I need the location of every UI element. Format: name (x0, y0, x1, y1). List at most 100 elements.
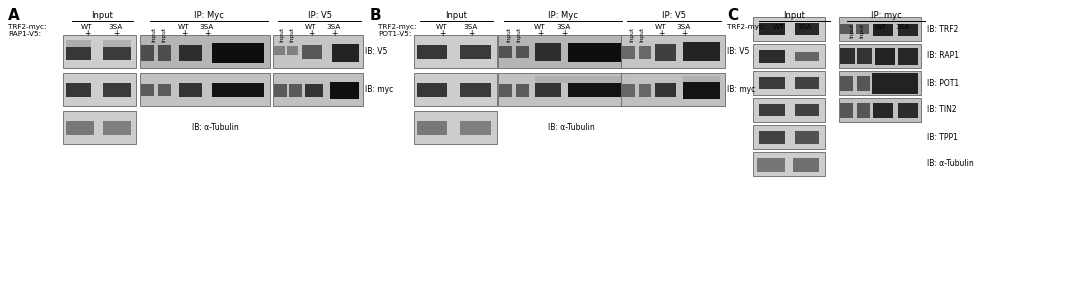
Bar (535, 83, 561, 97)
Bar (794, 52, 819, 61)
Bar (159, 45, 172, 62)
Text: +: + (204, 29, 210, 39)
Bar (63, 35, 136, 68)
Bar (839, 98, 921, 122)
Text: IB: POT1: IB: POT1 (927, 79, 959, 88)
Bar (759, 131, 785, 144)
Bar (287, 46, 298, 55)
Text: Input: Input (162, 26, 166, 42)
Text: IP: Myc: IP: Myc (194, 10, 224, 20)
Bar (839, 44, 921, 68)
Bar (535, 76, 622, 83)
Text: +: + (84, 29, 90, 39)
Bar (273, 35, 363, 68)
Bar (793, 158, 819, 172)
Bar (684, 76, 719, 82)
Bar (103, 121, 131, 135)
Bar (211, 43, 264, 63)
Bar (414, 35, 497, 68)
Bar (414, 73, 497, 106)
Bar (63, 73, 136, 106)
Text: WT: WT (436, 24, 448, 30)
Text: Input: Input (289, 26, 295, 42)
Bar (759, 104, 785, 116)
Text: A: A (8, 8, 19, 23)
Bar (516, 46, 528, 58)
Bar (140, 73, 270, 106)
Bar (417, 121, 447, 135)
Bar (794, 104, 819, 116)
Bar (639, 84, 651, 97)
Text: TRF2-myc:: TRF2-myc: (727, 24, 765, 30)
Bar (460, 83, 491, 97)
Bar (874, 24, 893, 36)
Bar (757, 158, 785, 172)
Bar (179, 45, 203, 62)
Bar (839, 76, 853, 91)
Text: IB: myc: IB: myc (727, 85, 756, 94)
Bar (857, 24, 869, 34)
Bar (759, 24, 785, 35)
Text: +: + (438, 29, 445, 39)
Bar (839, 71, 921, 95)
Text: 3SA: 3SA (556, 24, 571, 30)
Bar (857, 103, 870, 118)
Bar (839, 103, 853, 118)
Text: 3SA: 3SA (798, 24, 813, 30)
Bar (417, 45, 447, 59)
Bar (516, 84, 528, 97)
Bar (414, 111, 497, 144)
Text: Input: Input (151, 26, 157, 42)
Text: +: + (308, 29, 314, 39)
Text: RAP1-V5:: RAP1-V5: (8, 31, 41, 37)
Text: Input: Input (784, 10, 805, 20)
Bar (179, 83, 203, 97)
Text: Input: Input (91, 10, 114, 20)
Bar (874, 103, 893, 118)
Text: Input: Input (629, 26, 635, 42)
Bar (103, 83, 131, 97)
Text: 3SA: 3SA (327, 24, 341, 30)
Bar (684, 42, 719, 62)
Bar (759, 50, 785, 63)
Text: IB: TPP1: IB: TPP1 (927, 132, 958, 141)
Bar (330, 82, 359, 99)
Text: WT: WT (875, 24, 887, 30)
Text: B: B (370, 8, 382, 23)
Bar (103, 40, 131, 47)
Bar (103, 47, 131, 60)
Text: IB: TRF2: IB: TRF2 (927, 24, 958, 33)
Bar (753, 125, 825, 149)
Text: 3SA: 3SA (676, 24, 691, 30)
Bar (302, 45, 322, 59)
Text: WT: WT (178, 24, 190, 30)
Bar (621, 35, 725, 68)
Text: Input: Input (640, 26, 644, 42)
Bar (568, 43, 622, 62)
Text: Input: Input (446, 10, 467, 20)
Text: POT1-V5:: POT1-V5: (378, 31, 412, 37)
Text: IB: α-Tubulin: IB: α-Tubulin (927, 159, 973, 169)
Text: IP: V5: IP: V5 (308, 10, 331, 20)
Bar (498, 73, 626, 106)
Text: +: + (331, 29, 338, 39)
Bar (839, 24, 853, 34)
Bar (759, 77, 785, 89)
Text: IB: α-Tubulin: IB: α-Tubulin (548, 123, 595, 132)
Text: IB: myc: IB: myc (364, 85, 393, 94)
Bar (872, 73, 918, 94)
Text: IP: V5: IP: V5 (662, 10, 686, 20)
Bar (898, 103, 918, 118)
Text: 3SA: 3SA (199, 24, 214, 30)
Bar (417, 83, 447, 97)
Bar (274, 84, 286, 97)
Text: IB: V5: IB: V5 (364, 47, 387, 56)
Text: TRF2-myc:: TRF2-myc: (378, 24, 417, 30)
Bar (794, 24, 819, 35)
Bar (304, 84, 323, 97)
Text: +: + (561, 29, 567, 39)
Bar (875, 48, 895, 65)
Bar (898, 48, 918, 65)
Text: +: + (113, 29, 119, 39)
Text: Input: Input (506, 26, 511, 42)
